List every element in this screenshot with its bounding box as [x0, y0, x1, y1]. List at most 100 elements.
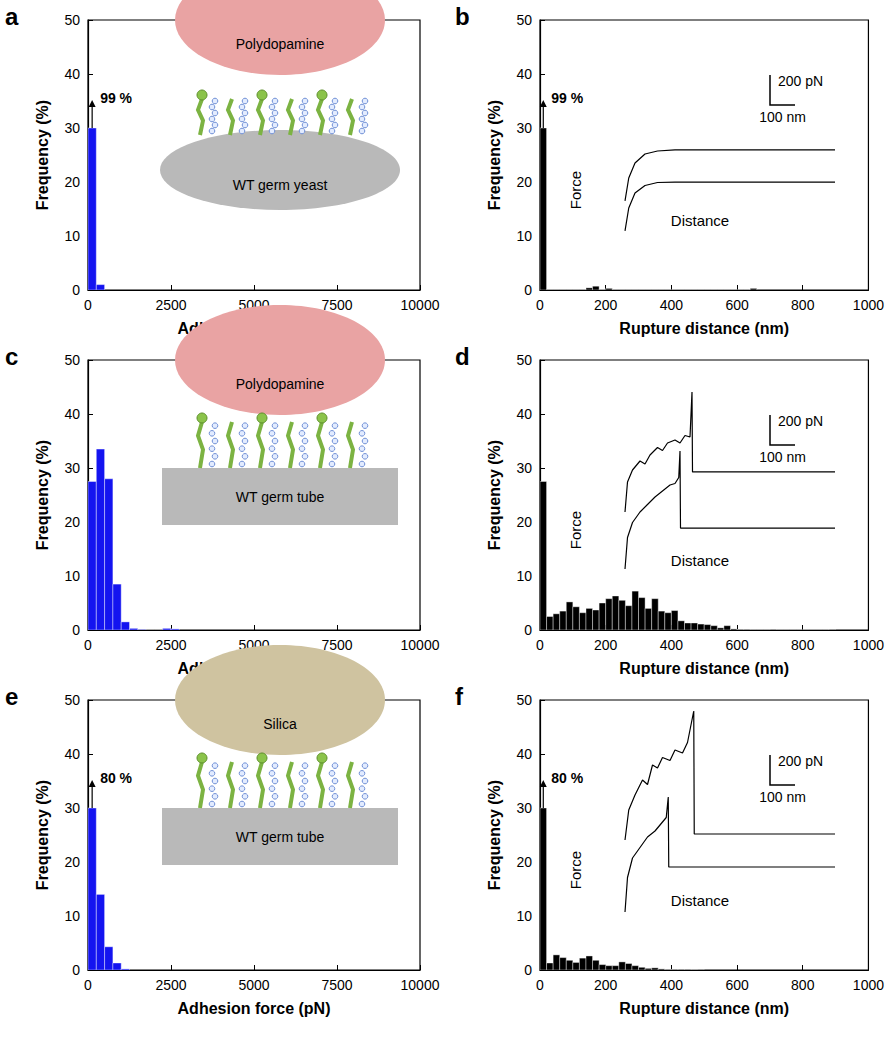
- svg-text:Frequency (%): Frequency (%): [486, 440, 503, 550]
- svg-text:Force: Force: [567, 511, 584, 549]
- svg-text:600: 600: [725, 637, 749, 653]
- svg-text:0: 0: [72, 962, 80, 978]
- svg-text:400: 400: [660, 977, 684, 993]
- svg-text:10: 10: [516, 568, 532, 584]
- svg-text:Rupture distance (nm): Rupture distance (nm): [619, 660, 789, 677]
- svg-text:200 pN: 200 pN: [778, 753, 823, 769]
- svg-text:Distance: Distance: [671, 552, 729, 569]
- svg-text:20: 20: [64, 514, 80, 530]
- svg-text:Polydopamine: Polydopamine: [236, 36, 325, 52]
- svg-text:200: 200: [594, 977, 618, 993]
- svg-text:WT germ yeast: WT germ yeast: [233, 177, 328, 193]
- svg-text:50: 50: [64, 352, 80, 368]
- svg-text:20: 20: [516, 514, 532, 530]
- svg-text:Frequency (%): Frequency (%): [34, 440, 51, 550]
- svg-text:20: 20: [64, 854, 80, 870]
- svg-text:d: d: [455, 343, 470, 370]
- svg-text:100 nm: 100 nm: [759, 789, 806, 805]
- svg-text:Adhesion force (pN): Adhesion force (pN): [178, 1000, 331, 1017]
- svg-text:0: 0: [524, 282, 532, 298]
- svg-text:200: 200: [594, 297, 618, 313]
- svg-text:Silica: Silica: [263, 716, 297, 732]
- svg-text:10: 10: [516, 228, 532, 244]
- svg-text:600: 600: [725, 297, 749, 313]
- svg-text:0: 0: [72, 282, 80, 298]
- svg-text:f: f: [455, 683, 464, 710]
- svg-text:800: 800: [791, 637, 815, 653]
- svg-text:Frequency (%): Frequency (%): [34, 780, 51, 890]
- svg-text:Distance: Distance: [671, 892, 729, 909]
- svg-text:100 nm: 100 nm: [759, 449, 806, 465]
- svg-text:10000: 10000: [401, 637, 440, 653]
- svg-text:0: 0: [84, 977, 92, 993]
- svg-text:10000: 10000: [401, 977, 440, 993]
- svg-text:200 pN: 200 pN: [778, 73, 823, 89]
- svg-text:b: b: [455, 3, 470, 30]
- svg-text:30: 30: [516, 800, 532, 816]
- svg-text:10: 10: [64, 568, 80, 584]
- svg-text:40: 40: [64, 66, 80, 82]
- svg-text:800: 800: [791, 977, 815, 993]
- svg-text:50: 50: [516, 12, 532, 28]
- svg-text:10: 10: [64, 228, 80, 244]
- svg-text:0: 0: [524, 962, 532, 978]
- svg-text:80 %: 80 %: [551, 770, 583, 786]
- svg-text:400: 400: [660, 297, 684, 313]
- svg-text:100 nm: 100 nm: [759, 109, 806, 125]
- svg-text:Rupture distance (nm): Rupture distance (nm): [619, 1000, 789, 1017]
- svg-text:WT germ tube: WT germ tube: [236, 829, 325, 845]
- svg-text:7500: 7500: [321, 977, 352, 993]
- svg-text:Force: Force: [567, 171, 584, 209]
- svg-text:40: 40: [516, 66, 532, 82]
- svg-text:1000: 1000: [853, 977, 884, 993]
- svg-text:50: 50: [64, 692, 80, 708]
- svg-text:50: 50: [516, 692, 532, 708]
- svg-text:50: 50: [516, 352, 532, 368]
- svg-text:40: 40: [64, 746, 80, 762]
- svg-text:a: a: [5, 3, 19, 30]
- svg-text:Distance: Distance: [671, 212, 729, 229]
- svg-text:Rupture distance (nm): Rupture distance (nm): [619, 320, 789, 337]
- svg-text:200: 200: [594, 637, 618, 653]
- svg-text:0: 0: [536, 297, 544, 313]
- svg-text:30: 30: [516, 120, 532, 136]
- svg-text:30: 30: [516, 460, 532, 476]
- svg-text:600: 600: [725, 977, 749, 993]
- svg-text:0: 0: [536, 637, 544, 653]
- svg-text:20: 20: [64, 174, 80, 190]
- svg-text:1000: 1000: [853, 637, 884, 653]
- svg-text:40: 40: [64, 406, 80, 422]
- svg-text:50: 50: [64, 12, 80, 28]
- svg-text:40: 40: [516, 406, 532, 422]
- svg-text:80 %: 80 %: [100, 770, 132, 786]
- svg-text:Frequency (%): Frequency (%): [486, 100, 503, 210]
- svg-text:10000: 10000: [401, 297, 440, 313]
- svg-text:40: 40: [516, 746, 532, 762]
- svg-text:WT germ tube: WT germ tube: [236, 489, 325, 505]
- svg-text:0: 0: [536, 977, 544, 993]
- svg-text:99 %: 99 %: [100, 90, 132, 106]
- svg-text:800: 800: [791, 297, 815, 313]
- svg-text:2500: 2500: [155, 977, 186, 993]
- svg-text:2500: 2500: [155, 637, 186, 653]
- svg-text:20: 20: [516, 174, 532, 190]
- svg-text:Frequency (%): Frequency (%): [486, 780, 503, 890]
- svg-text:10: 10: [516, 908, 532, 924]
- svg-text:5000: 5000: [238, 977, 269, 993]
- svg-text:0: 0: [524, 622, 532, 638]
- svg-text:Force: Force: [567, 851, 584, 889]
- svg-text:1000: 1000: [853, 297, 884, 313]
- svg-text:0: 0: [72, 622, 80, 638]
- svg-text:200 pN: 200 pN: [778, 413, 823, 429]
- svg-text:0: 0: [84, 637, 92, 653]
- svg-text:c: c: [5, 343, 18, 370]
- svg-text:30: 30: [64, 800, 80, 816]
- svg-text:Polydopamine: Polydopamine: [236, 376, 325, 392]
- svg-text:Frequency (%): Frequency (%): [34, 100, 51, 210]
- svg-text:e: e: [5, 683, 18, 710]
- svg-text:20: 20: [516, 854, 532, 870]
- svg-text:2500: 2500: [155, 297, 186, 313]
- svg-text:30: 30: [64, 460, 80, 476]
- svg-text:400: 400: [660, 637, 684, 653]
- svg-text:0: 0: [84, 297, 92, 313]
